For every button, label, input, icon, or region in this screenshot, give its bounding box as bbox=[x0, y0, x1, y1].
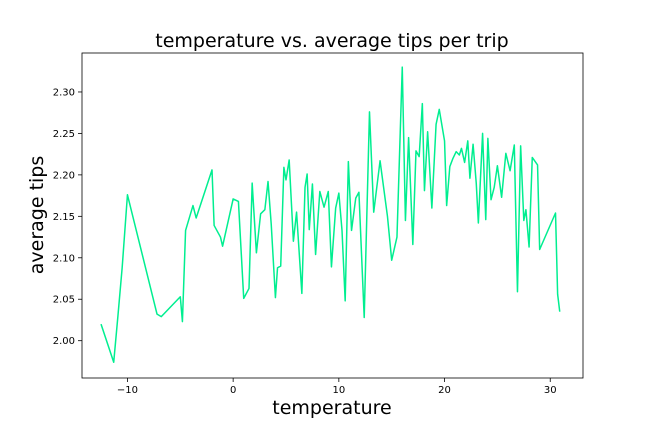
x-axis-label: temperature bbox=[272, 397, 391, 419]
y-tick-label: 2.25 bbox=[53, 129, 75, 140]
plot-area: −10 0 10 20 30 2.00 2.05 2.10 2.15 2.20 2.25 2.30 bbox=[53, 52, 584, 396]
chart-title: temperature vs. average tips per trip bbox=[155, 30, 508, 52]
x-tick-label: 0 bbox=[230, 385, 236, 396]
series-line bbox=[100, 66, 561, 363]
y-tick-label: 2.00 bbox=[53, 336, 75, 347]
x-tick-label: 30 bbox=[544, 385, 557, 396]
x-tick-label: −10 bbox=[117, 385, 138, 396]
y-axis-label: average tips bbox=[26, 156, 48, 275]
x-tick-label: 10 bbox=[332, 385, 345, 396]
y-tick-label: 2.20 bbox=[53, 170, 75, 181]
x-tick-label: 20 bbox=[438, 385, 451, 396]
y-tick-label: 2.15 bbox=[53, 212, 75, 223]
y-tick-label: 2.05 bbox=[53, 295, 75, 306]
y-tick-label: 2.30 bbox=[53, 87, 75, 98]
plot-frame bbox=[81, 52, 584, 379]
y-tick-label: 2.10 bbox=[53, 253, 75, 264]
